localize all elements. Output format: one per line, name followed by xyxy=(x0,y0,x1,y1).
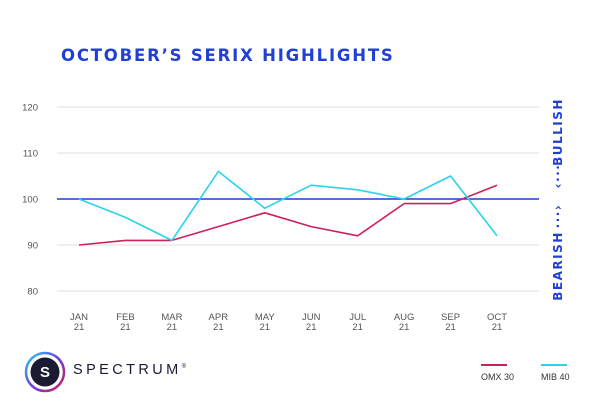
series-line-omx30 xyxy=(78,184,498,246)
legend-swatch-mib40 xyxy=(541,364,567,366)
bullish-label: BULLISH xyxy=(551,98,565,166)
legend-label-mib40: MIB 40 xyxy=(541,372,570,382)
x-tick-label: MAY 21 xyxy=(255,312,276,333)
x-axis-ticks: JAN 21 FEB 21 MAR 21 APR 21 MAY 21 JUN 21 JUL 21 AUG 21… xyxy=(70,312,507,333)
spectrum-logo-icon: S xyxy=(24,351,66,393)
svg-text:S: S xyxy=(40,364,50,381)
x-tick-label: FEB 21 xyxy=(116,312,134,333)
series-lines xyxy=(78,170,498,246)
x-tick-label: APR 21 xyxy=(209,312,229,333)
y-tick-label: 100 xyxy=(22,195,38,206)
chart-title: OCTOBER’S SERIX HIGHLIGHTS xyxy=(61,46,395,65)
x-tick-label: JAN 21 xyxy=(70,312,88,333)
brand-wordmark: SPECTRUM xyxy=(73,362,182,378)
y-tick-label: 90 xyxy=(27,241,38,252)
x-tick-label: JUN 21 xyxy=(302,312,321,333)
bearish-label: BEARISH xyxy=(551,231,565,301)
bearish-arrow-icon: ···› xyxy=(551,204,565,229)
y-tick-label: 120 xyxy=(22,103,38,114)
bullish-arrow-icon: ‹··· xyxy=(551,164,565,189)
bearish-indicator: ···› BEARISH xyxy=(551,204,565,301)
series-line-mib40 xyxy=(78,170,498,242)
legend-label-omx30: OMX 30 xyxy=(481,372,515,382)
x-tick-label: MAR 21 xyxy=(161,312,182,333)
x-tick-label: JUL 21 xyxy=(349,312,366,333)
y-tick-label: 80 xyxy=(27,287,38,298)
brand-name: SPECTRUM® xyxy=(73,362,186,378)
x-tick-label: AUG 21 xyxy=(394,312,415,333)
x-tick-label: SEP 21 xyxy=(441,312,460,333)
bullish-indicator: BULLISH ‹··· xyxy=(551,98,565,188)
y-tick-label: 110 xyxy=(23,149,38,160)
x-tick-label: OCT 21 xyxy=(487,312,507,333)
legend-swatch-omx30 xyxy=(481,364,507,366)
registered-mark: ® xyxy=(181,364,186,371)
y-axis-ticks: 120 110 100 90 80 xyxy=(22,103,38,298)
